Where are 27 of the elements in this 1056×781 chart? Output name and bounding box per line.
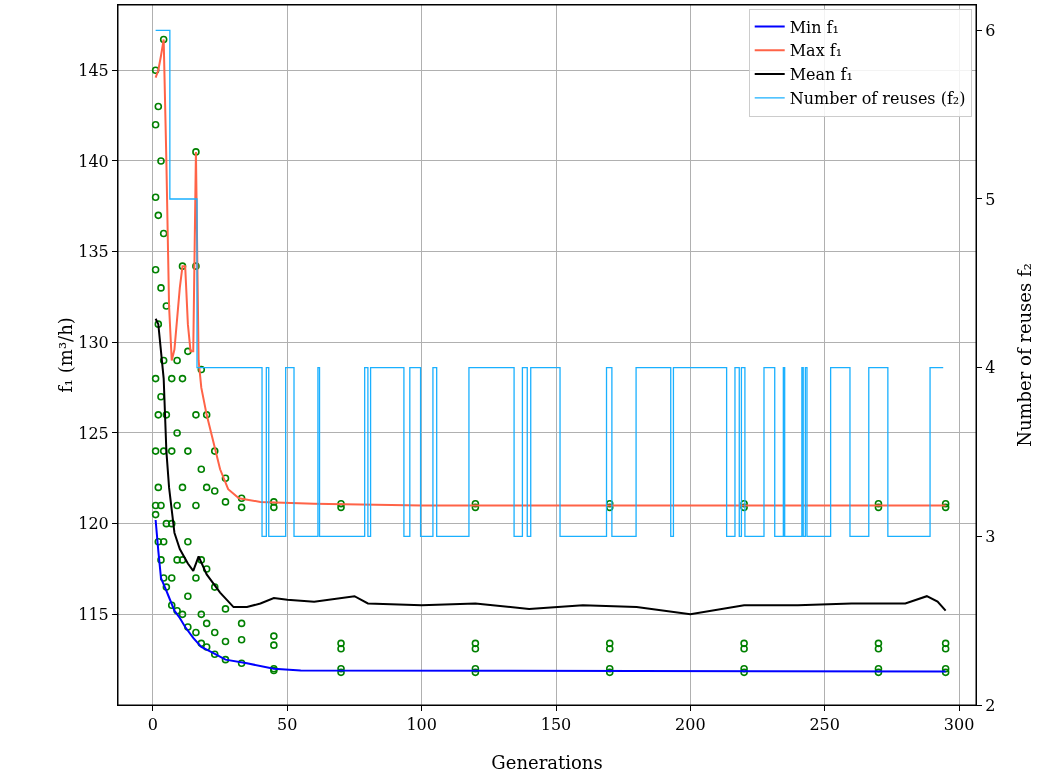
y2-tick-label: 5 — [985, 189, 996, 209]
legend-label: Max f₁ — [789, 41, 843, 61]
y2-tick-label: 6 — [985, 20, 996, 40]
line-series — [154, 317, 947, 616]
y2-tick-label: 3 — [985, 526, 996, 546]
x-axis-title: Generations — [491, 752, 603, 773]
x-tick-label: 250 — [809, 715, 840, 735]
legend-label: Min f₁ — [789, 17, 839, 37]
x-tick-label: 150 — [540, 715, 572, 735]
y-tick-label: 140 — [78, 151, 109, 171]
y-tick-label: 115 — [78, 604, 109, 624]
y2-tick-label: 4 — [985, 358, 996, 378]
y-axis-title: f₁ (m³/h) — [55, 317, 76, 393]
x-tick-label: 50 — [277, 715, 298, 735]
x-tick-label: 100 — [406, 715, 437, 735]
y-tick-label: 130 — [78, 332, 109, 352]
y2-axis-title: Number of reuses f₂ — [1014, 263, 1035, 447]
x-tick-label: 0 — [147, 715, 159, 735]
y-tick-label: 120 — [78, 514, 109, 534]
x-tick-label: 300 — [943, 715, 975, 735]
y-tick-label: 125 — [78, 423, 109, 443]
y-tick-label: 135 — [78, 242, 109, 262]
x-tick-label: 200 — [675, 715, 706, 735]
legend-label: Number of reuses (f₂) — [789, 89, 966, 109]
legend-label: Mean f₁ — [789, 65, 853, 85]
y-tick-label: 145 — [78, 60, 109, 80]
y2-tick-label: 2 — [985, 695, 996, 715]
